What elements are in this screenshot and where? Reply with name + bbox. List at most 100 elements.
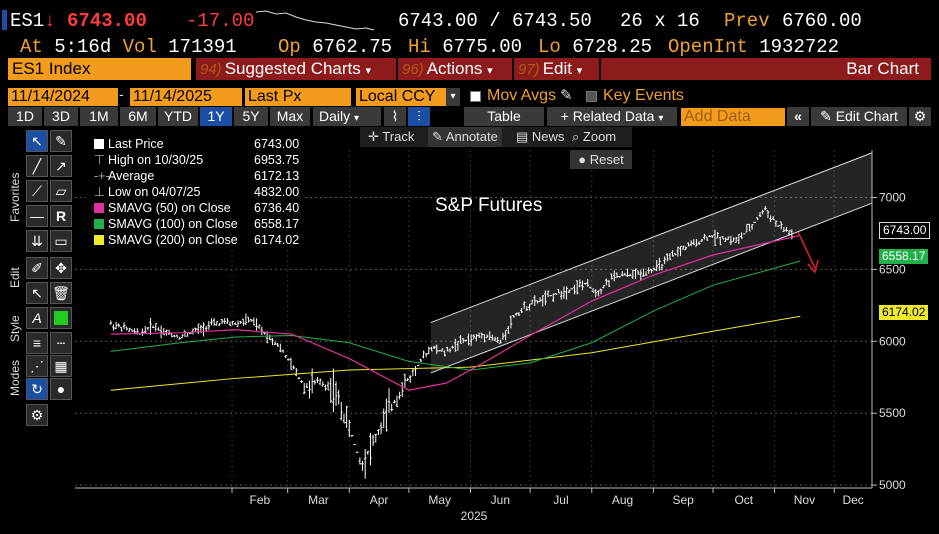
price-bar [586, 278, 590, 287]
low-icon: ⊥ [94, 185, 105, 199]
price-bar [345, 405, 348, 428]
move-icon[interactable]: ✥ [50, 257, 72, 279]
price-bar [681, 245, 685, 250]
suggested-charts-menu[interactable]: 94) Suggested Charts ▾ [196, 58, 396, 80]
mov-avgs-checkbox[interactable] [470, 91, 481, 102]
price-bar [353, 444, 356, 446]
price-bar [628, 273, 632, 277]
legend-row[interactable]: SMAVG (50) on Close [94, 201, 231, 216]
line-tool-icon[interactable]: ╱ [26, 155, 48, 177]
mov-avgs-label[interactable]: Mov Avgs [487, 87, 557, 104]
start-date-input[interactable]: 11/14/2024 [8, 88, 118, 106]
price-bar [631, 269, 635, 279]
prev-value: 6760.00 [782, 10, 862, 32]
cursor-icon[interactable]: ↖ [26, 130, 48, 152]
price-bar [289, 358, 293, 370]
reset-button[interactable]: ● Reset [570, 150, 632, 169]
legend-row[interactable]: SMAVG (100) on Close [94, 217, 238, 232]
table-button[interactable]: Table [464, 107, 544, 126]
field-select[interactable]: Last Px [245, 88, 351, 106]
tab-3d[interactable]: 3D [44, 107, 78, 126]
price-bar [220, 319, 224, 325]
line-chart-icon[interactable]: ⌇ [384, 107, 406, 126]
edit-chart-button[interactable]: ✎ Edit Chart [811, 107, 907, 126]
price-bar [591, 288, 595, 293]
price-bar [697, 241, 701, 245]
horizontal-line-icon[interactable]: — [26, 205, 48, 227]
settings-gear-icon[interactable]: ⚙ [909, 107, 931, 126]
pencil-icon[interactable]: ✎ [560, 87, 573, 104]
oi-label: OpenInt [668, 36, 748, 58]
end-date-input[interactable]: 11/14/2025 [130, 88, 242, 106]
change-arrow: ↓ [44, 10, 56, 32]
gear-icon[interactable]: ⚙ [26, 404, 48, 426]
legend-value: 6743.00 [254, 137, 300, 151]
trash-icon[interactable]: 🗑 [50, 282, 72, 304]
cycle-mode-icon[interactable]: ↻ [26, 378, 48, 400]
price-bar [385, 398, 388, 432]
brush-icon[interactable]: ✐ [26, 257, 48, 279]
frequency-select[interactable]: Daily ▾ [313, 107, 381, 126]
chart-title[interactable]: S&P Futures [435, 195, 542, 216]
legend-row[interactable]: ⊥ Low on 04/07/25 [94, 185, 200, 200]
open-group: Op 6762.75 [278, 36, 392, 58]
related-data-button[interactable]: + Related Data ▾ [547, 107, 677, 126]
key-events-checkbox[interactable] [586, 91, 597, 102]
segment-tool-icon[interactable]: ⟋ [26, 180, 48, 202]
zoom-mode-icon[interactable]: ▦ [50, 355, 72, 377]
edit-menu[interactable]: 97) Edit ▾ [514, 58, 599, 80]
legend-row[interactable]: Last Price [94, 137, 164, 152]
tab-1y[interactable]: 1Y [200, 107, 232, 126]
legend-value: 6736.40 [254, 201, 300, 215]
legend-row[interactable]: ⊤ High on 10/30/25 [94, 153, 203, 168]
ray-tool-icon[interactable]: ↗ [50, 155, 72, 177]
key-events-label[interactable]: Key Events [603, 87, 684, 104]
actions-menu[interactable]: 96) Actions ▾ [398, 58, 512, 80]
palette-icon[interactable]: ● [50, 378, 72, 400]
draw-pen-icon[interactable]: ✎ [50, 130, 72, 152]
tab-ytd[interactable]: YTD [158, 107, 198, 126]
legend-row[interactable]: SMAVG (200) on Close [94, 233, 238, 248]
crosshair-mode-icon[interactable]: ⋰ [26, 355, 48, 377]
text-style-icon[interactable]: A [26, 307, 48, 329]
line-weight-icon[interactable]: ≡ [26, 332, 48, 354]
chart-type[interactable]: Bar Chart [601, 58, 931, 80]
color-swatch-icon[interactable] [50, 307, 72, 329]
y-tick-label: 5000 [879, 478, 906, 492]
tab-6m[interactable]: 6M [120, 107, 156, 126]
retracement-icon[interactable]: R [50, 205, 72, 227]
price-bar [676, 246, 680, 257]
legend-row[interactable]: -+-Average [94, 169, 154, 184]
select-icon[interactable]: ↖ [26, 282, 48, 304]
currency-select[interactable]: Local CCY [356, 88, 446, 106]
x-tick-label: Jun [491, 493, 510, 507]
reset-label: Reset [589, 152, 624, 167]
news-button[interactable]: ▤ News [516, 129, 564, 145]
track-button[interactable]: ✛ Track [368, 129, 414, 145]
tab-max[interactable]: Max [270, 107, 310, 126]
currency-dropdown-icon[interactable]: ▾ [446, 88, 460, 106]
legend-label: SMAVG (200) on Close [108, 233, 238, 247]
price-bar [369, 432, 372, 466]
actions-num: 96) [402, 61, 424, 78]
chart-axes: 5000 5500 6000 6500 7000 Feb Mar Apr May Jun Jul Au… [75, 150, 906, 507]
price-bar [228, 321, 232, 327]
price-bar [689, 240, 693, 247]
price-bar [475, 334, 478, 341]
price-bar [414, 365, 417, 377]
fibonacci-icon[interactable]: ⇊ [26, 230, 48, 252]
tab-5y[interactable]: 5Y [234, 107, 268, 126]
channel-tool-icon[interactable]: ▱ [50, 180, 72, 202]
collapse-icon[interactable]: « [787, 107, 809, 126]
bar-chart-icon[interactable]: ⫶ [408, 107, 430, 126]
tab-1m[interactable]: 1M [80, 107, 118, 126]
add-data-input[interactable]: Add Data [681, 108, 785, 126]
annotate-button[interactable]: ✎ Annotate [428, 127, 502, 147]
tab-1d[interactable]: 1D [8, 107, 42, 126]
zoom-button[interactable]: ⌕ Zoom [572, 129, 616, 145]
security-field[interactable]: ES1 Index [8, 58, 191, 80]
high-icon: ⊤ [94, 153, 105, 167]
rectangle-icon[interactable]: ▭ [50, 230, 72, 252]
line-style-icon[interactable]: ┄ [50, 332, 72, 354]
